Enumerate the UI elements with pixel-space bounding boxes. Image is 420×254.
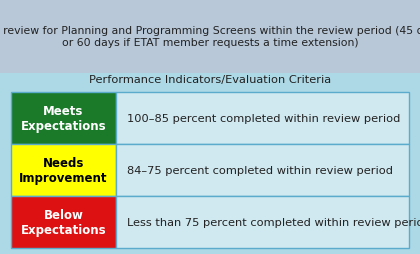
FancyBboxPatch shape [116,93,410,144]
FancyBboxPatch shape [10,144,116,196]
Text: 84–75 percent completed within review period: 84–75 percent completed within review pe… [127,165,393,175]
Text: 100–85 percent completed within review period: 100–85 percent completed within review p… [127,114,400,123]
FancyBboxPatch shape [116,196,410,248]
Text: Meets
Expectations: Meets Expectations [21,105,106,133]
Text: Below
Expectations: Below Expectations [21,208,106,236]
FancyBboxPatch shape [10,93,116,144]
Text: Needs
Improvement: Needs Improvement [19,156,108,184]
Text: Performance Indicators/Evaluation Criteria: Performance Indicators/Evaluation Criter… [89,75,331,85]
FancyBboxPatch shape [10,196,116,248]
FancyBboxPatch shape [0,0,420,74]
Text: ETAT review for Planning and Programming Screens within the review period (45 da: ETAT review for Planning and Programming… [0,26,420,47]
Text: Less than 75 percent completed within review period: Less than 75 percent completed within re… [127,217,420,227]
FancyBboxPatch shape [116,144,410,196]
